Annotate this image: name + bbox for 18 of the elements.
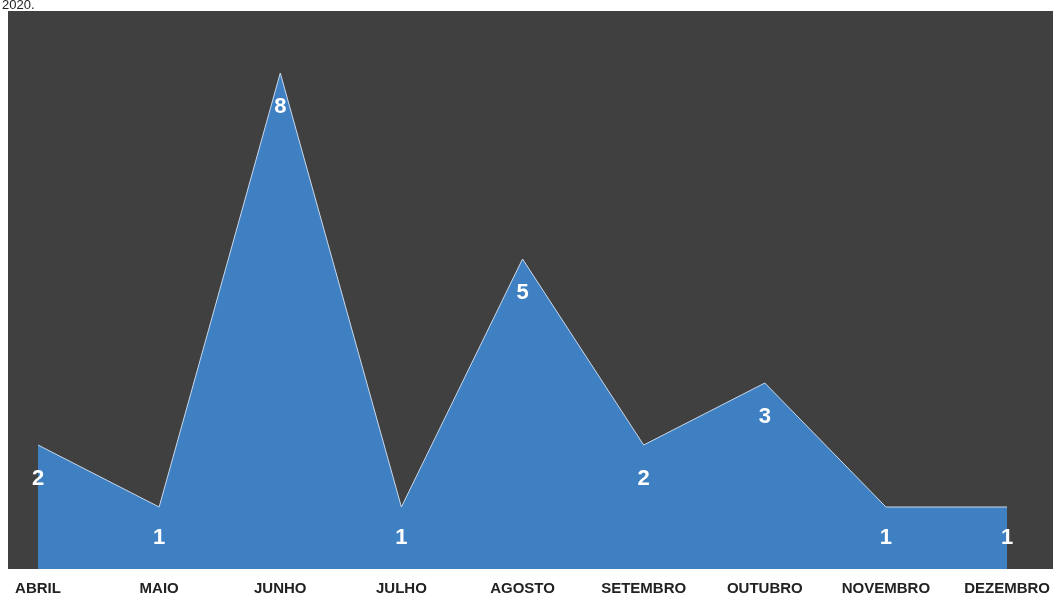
data-label: 3	[758, 403, 771, 429]
x-tick-label: DEZEMBRO	[964, 579, 1051, 597]
data-label: 2	[31, 465, 45, 491]
data-label: 8	[274, 93, 287, 119]
data-label: 1	[395, 524, 408, 550]
data-label: 1	[879, 524, 893, 550]
x-tick-label: MAIO	[139, 579, 180, 597]
data-label: 5	[516, 279, 529, 305]
x-tick-label: OUTUBRO	[726, 579, 804, 597]
text: 2020.	[2, 0, 35, 12]
x-tick-label: ABRIL	[15, 579, 61, 597]
x-tick-label: JULHO	[375, 579, 428, 597]
x-tick-label: AGOSTO	[490, 579, 556, 597]
x-tick-label: NOVEMBRO	[841, 579, 931, 597]
data-label: 2	[637, 465, 650, 491]
x-tick-label: SETEMBRO	[601, 579, 687, 597]
x-tick-label: JUNHO	[254, 579, 307, 597]
data-label: 1	[153, 524, 166, 550]
